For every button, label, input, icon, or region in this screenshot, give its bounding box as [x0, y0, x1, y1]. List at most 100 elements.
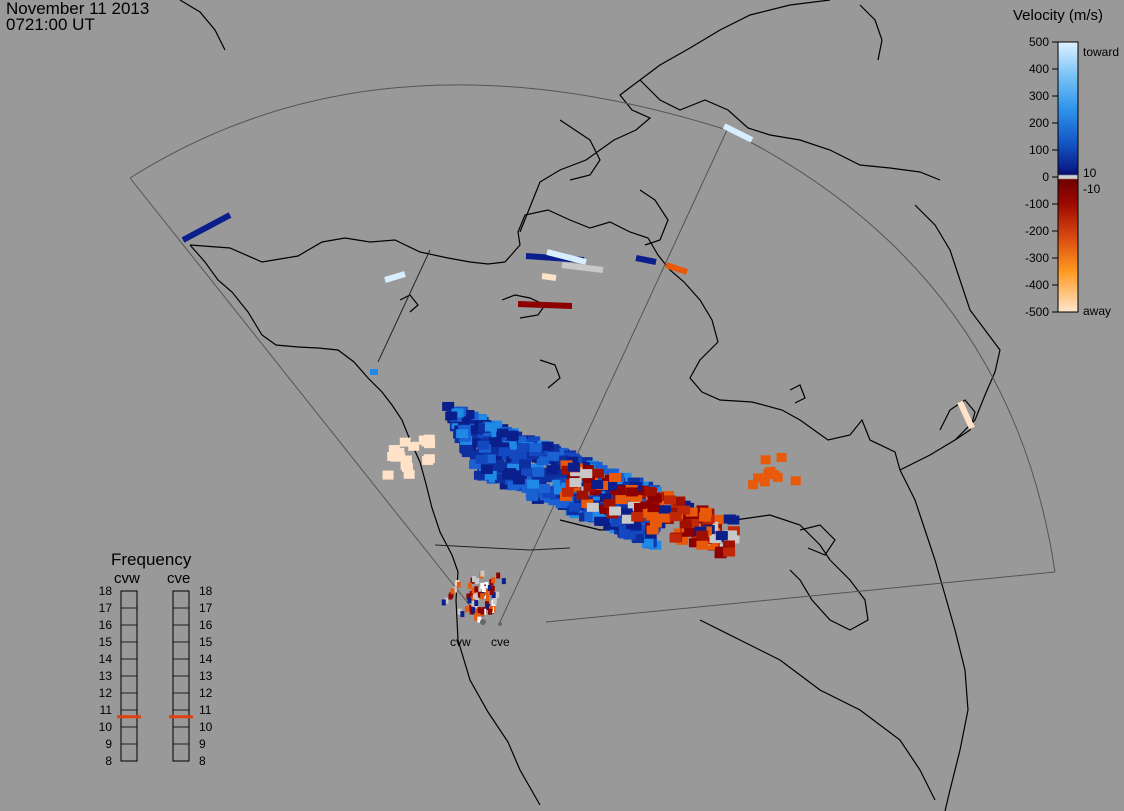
frequency-tick-label: 16 — [99, 618, 113, 632]
scatter-cell — [486, 447, 499, 457]
frequency-tick-label: 11 — [100, 703, 113, 717]
scatter-cell — [538, 483, 551, 493]
scatter-cell — [688, 538, 701, 548]
radar-site-label-cvw: cvw — [450, 635, 471, 649]
scatter-cell — [489, 453, 502, 463]
scatter-cell — [696, 540, 709, 550]
scatter-cell — [627, 501, 640, 511]
scatter-cell — [790, 476, 801, 486]
scatter-cell — [647, 503, 660, 513]
frequency-tick-label: 12 — [199, 686, 213, 700]
scatter-cell — [553, 485, 566, 495]
scatter-cell — [467, 582, 472, 589]
scatter-cell — [487, 585, 492, 592]
frequency-tick-label: 18 — [199, 584, 213, 598]
scatter-cell — [560, 460, 573, 470]
legend-tick-label: -300 — [1025, 251, 1049, 265]
legend-tick-label: -100 — [1025, 197, 1049, 211]
frequency-tick-label: 14 — [99, 652, 113, 666]
field-of-view — [129, 84, 1056, 623]
scatter-strip — [635, 255, 657, 265]
scatter-cell — [623, 530, 636, 540]
scatter-cell — [456, 429, 469, 439]
scatter-cell — [514, 436, 527, 446]
scatter-cell — [561, 465, 574, 475]
scatter-cell — [458, 418, 471, 428]
scatter-cell — [475, 595, 480, 602]
scatter-cell — [423, 454, 435, 464]
scatter-cell — [451, 408, 464, 418]
radar-sites: cvw cve — [450, 619, 510, 649]
scatter-cell — [715, 531, 728, 541]
scatter-cell — [400, 460, 412, 470]
scatter-cell — [546, 465, 559, 475]
scatter-cell — [539, 473, 552, 483]
frequency-label-cvw: cvw — [114, 570, 140, 587]
frequency-tick-label: 13 — [99, 669, 113, 683]
scatter-cell — [529, 443, 542, 453]
scatter-cell — [475, 577, 480, 584]
scatter-cell — [519, 478, 532, 488]
scatter-cell — [609, 506, 622, 516]
scatter-cell — [633, 502, 646, 512]
scatter-cell — [408, 441, 420, 451]
scatter-strip — [665, 262, 688, 275]
scatter-cell — [709, 534, 722, 544]
scatter-cell — [480, 465, 493, 475]
legend-toward-label: toward — [1083, 45, 1119, 59]
scatter-cell — [488, 608, 493, 615]
scatter-cell — [508, 449, 521, 459]
scatter-cell — [637, 485, 650, 495]
scatter-cell — [501, 578, 506, 585]
scatter-cell — [678, 505, 691, 515]
scatter-cell — [512, 475, 525, 485]
scatter-cell — [474, 600, 479, 607]
legend-label-neg10: -10 — [1083, 182, 1101, 196]
legend-tick-label: 500 — [1029, 35, 1049, 49]
scatter-cell — [471, 600, 476, 607]
scatter-cell — [641, 538, 654, 548]
scatter-cell — [504, 441, 517, 451]
scatter-cell — [556, 455, 569, 465]
scatter-cell — [580, 469, 593, 479]
scatter-cell — [400, 455, 412, 465]
scatter-strip — [957, 400, 975, 430]
scatter-cell — [460, 444, 473, 454]
scatter-cell — [676, 535, 689, 545]
scatter-cell — [618, 524, 631, 534]
radar-site-label-cve: cve — [491, 635, 510, 649]
scatter-cell — [626, 487, 639, 497]
radar-site-marker-cvw — [480, 619, 486, 625]
scatter-cell — [496, 428, 509, 438]
scatter-cell — [468, 438, 481, 448]
scatter-cell — [469, 460, 482, 470]
scatter-strip — [384, 271, 406, 283]
scatter-cell — [475, 414, 488, 424]
scatter-cell — [424, 439, 436, 449]
scatter-cell — [451, 419, 464, 429]
scatter-cell — [484, 470, 497, 480]
scatter-cell — [541, 441, 554, 451]
scatter-cell — [486, 603, 491, 610]
scatter-cell — [748, 480, 759, 490]
scatter-cell — [481, 586, 486, 593]
scatter-cell — [644, 486, 657, 496]
scatter-cell — [471, 587, 476, 594]
scatter-cell — [480, 608, 485, 615]
scatter-cell — [519, 459, 532, 469]
scatter-cell — [561, 496, 574, 506]
scatter-cell — [698, 512, 711, 522]
scatter-cell — [609, 472, 622, 482]
scatter-cell — [532, 467, 545, 477]
scatter-cell — [502, 470, 515, 480]
scatter-cell — [477, 591, 482, 598]
scatter-cell — [621, 514, 634, 524]
scatter-cell — [599, 504, 612, 514]
scatter-cell — [615, 495, 628, 505]
scatter-cell — [483, 454, 496, 464]
scatter-cell — [496, 572, 501, 579]
frequency-tick-label: 14 — [199, 652, 213, 666]
scatter-cell — [584, 512, 597, 522]
